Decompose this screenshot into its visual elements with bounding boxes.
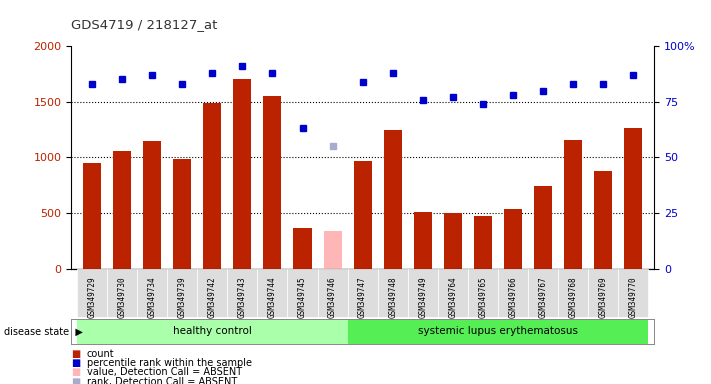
Text: ■: ■ [71,377,80,384]
Text: GSM349730: GSM349730 [118,276,127,318]
Bar [498,269,528,317]
Text: GSM349747: GSM349747 [358,276,367,318]
Text: GSM349768: GSM349768 [569,276,577,318]
Text: GSM349744: GSM349744 [268,276,277,318]
Text: count: count [87,349,114,359]
Bar [534,186,552,269]
Text: GSM349729: GSM349729 [87,276,97,318]
Bar [143,141,161,269]
Text: GDS4719 / 218127_at: GDS4719 / 218127_at [71,18,218,31]
Text: GSM349769: GSM349769 [599,276,607,318]
Bar [228,269,257,317]
Bar [137,269,167,317]
Bar [257,269,287,317]
Bar [318,269,348,317]
Text: GSM349749: GSM349749 [418,276,427,318]
Text: GSM349739: GSM349739 [178,276,187,318]
Text: GSM349746: GSM349746 [328,276,337,318]
Text: ■: ■ [71,358,80,368]
Bar [384,130,402,269]
Text: GSM349770: GSM349770 [629,276,638,318]
Bar [287,269,318,317]
Bar [474,217,492,269]
Bar [407,269,438,317]
Bar [107,269,137,317]
Text: GSM349734: GSM349734 [148,276,156,318]
Text: disease state  ▶: disease state ▶ [4,326,82,336]
Bar [203,103,221,269]
Bar [438,269,468,317]
Bar [264,96,282,269]
Text: ■: ■ [71,367,80,377]
Bar [348,319,648,344]
Text: percentile rank within the sample: percentile rank within the sample [87,358,252,368]
Text: GSM349765: GSM349765 [479,276,487,318]
Bar [618,269,648,317]
Text: GSM349745: GSM349745 [298,276,307,318]
Text: systemic lupus erythematosus: systemic lupus erythematosus [418,326,578,336]
Bar [113,151,132,269]
Bar [564,140,582,269]
Text: value, Detection Call = ABSENT: value, Detection Call = ABSENT [87,367,242,377]
Text: ■: ■ [71,349,80,359]
Bar [624,129,642,269]
Bar [588,269,618,317]
Bar [294,228,311,269]
Bar [77,269,107,317]
Bar [528,269,558,317]
Text: rank, Detection Call = ABSENT: rank, Detection Call = ABSENT [87,377,237,384]
Bar [558,269,588,317]
Bar [378,269,407,317]
Text: healthy control: healthy control [173,326,252,336]
Text: GSM349767: GSM349767 [538,276,547,318]
Bar [198,269,228,317]
Bar [414,212,432,269]
Bar [77,319,348,344]
Bar [353,161,372,269]
Text: GSM349743: GSM349743 [238,276,247,318]
Bar [468,269,498,317]
Bar [444,213,461,269]
Text: GSM349742: GSM349742 [208,276,217,318]
Bar [504,209,522,269]
Text: GSM349748: GSM349748 [388,276,397,318]
Bar [324,231,341,269]
Bar [167,269,198,317]
Bar [594,171,612,269]
Bar [348,269,378,317]
Text: GSM349764: GSM349764 [448,276,457,318]
Bar [173,159,191,269]
Bar [233,79,252,269]
Bar [83,163,101,269]
Text: GSM349766: GSM349766 [508,276,518,318]
